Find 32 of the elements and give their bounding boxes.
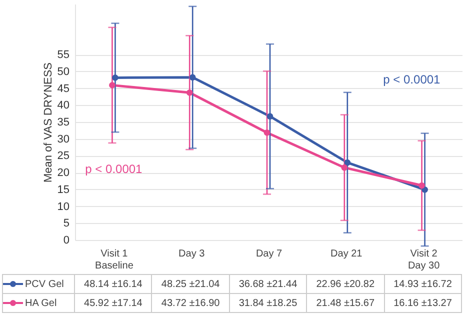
data-label: 48.25 ±21.04 <box>152 274 230 294</box>
annotation: p < 0.0001 <box>383 72 441 87</box>
y-tick-label: 20 <box>57 167 70 180</box>
annotation: p < 0.0001 <box>85 162 143 176</box>
data-label: 16.16 ±13.27 <box>384 294 462 312</box>
y-tick-label: 5 <box>63 218 70 230</box>
x-tick-label: Day 21 <box>330 248 363 260</box>
y-tick-label: 50 <box>57 66 70 78</box>
y-tick-label: 25 <box>57 150 70 162</box>
data-label: 14.93 ±16.72 <box>384 274 462 294</box>
data-label: 36.68 ±21.44 <box>229 274 307 294</box>
y-tick-label: 10 <box>57 200 70 213</box>
data-label: 31.84 ±18.25 <box>229 294 307 312</box>
x-tick-label: Day 3 <box>178 248 206 260</box>
legend-label: HA Gel <box>2 294 74 312</box>
data-label: 22.96 ±20.82 <box>306 274 384 294</box>
data-label: 43.72 ±16.90 <box>152 294 230 312</box>
y-tick-label: 15 <box>57 184 70 196</box>
y-axis-title: Mean of VAS DRYNESS <box>42 62 54 183</box>
data-label: 21.48 ±15.67 <box>306 294 384 312</box>
y-tick-label: 30 <box>57 133 70 146</box>
y-tick-label: 0 <box>63 234 70 246</box>
legend-label: PCV Gel <box>2 274 74 294</box>
y-tick-label: 35 <box>57 116 70 128</box>
data-label: 45.92 ±17.14 <box>74 294 152 312</box>
y-tick-label: 40 <box>57 100 70 112</box>
x-tick-label: Visit 1 Baseline <box>95 248 134 272</box>
x-tick-label: Day 7 <box>256 248 282 260</box>
y-tick-label: 45 <box>57 82 70 95</box>
y-tick-label: 55 <box>57 49 70 62</box>
data-label: 48.14 ±16.14 <box>74 274 152 294</box>
x-tick-label: Visit 2 Day 30 <box>408 248 440 272</box>
